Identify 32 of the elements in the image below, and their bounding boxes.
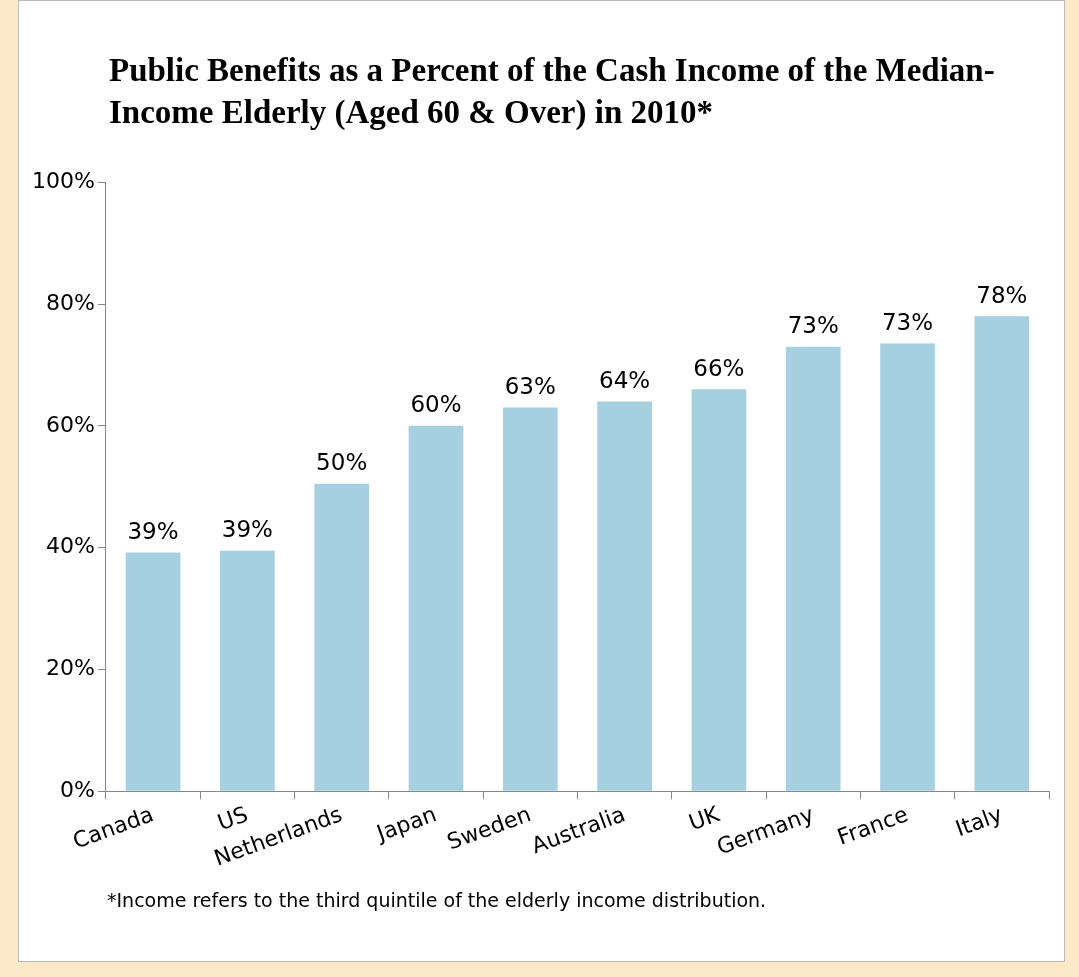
bar (220, 550, 275, 791)
text: *Income refers to the third quintile of the elderly income distribution. (107, 889, 767, 911)
x-tick-label: Japan (371, 801, 440, 847)
data-label: 39% (221, 516, 273, 543)
chart-title: Public Benefits as a Percent of the Cash Income of the Median-Income Elderly (Aged 60 & Over) in 2010* (109, 51, 996, 132)
bar (314, 483, 370, 791)
bar (974, 316, 1030, 791)
data-label: 66% (693, 354, 745, 381)
data-label: 63% (504, 373, 556, 400)
y-tick-label: 0% (59, 777, 95, 803)
y-tick-label: 40% (45, 533, 95, 559)
data-label: 60% (410, 391, 462, 418)
y-tick-label: 20% (45, 655, 95, 681)
data-label: 50% (316, 449, 368, 476)
y-tick-label: 60% (45, 411, 95, 437)
data-label: 73% (787, 312, 839, 339)
bar (502, 407, 558, 791)
bar (597, 401, 652, 791)
x-tick-label: Italy (952, 801, 1006, 842)
y-tick-label: 100% (31, 167, 95, 193)
x-tick-label: France (833, 801, 912, 850)
bar (880, 343, 935, 791)
bar (691, 389, 747, 791)
x-tick-label: Canada (69, 801, 157, 854)
y-tick-label: 80% (45, 289, 95, 315)
bar (408, 425, 464, 791)
data-label: 64% (599, 366, 651, 393)
data-label: 73% (881, 309, 934, 336)
data-label: 39% (127, 518, 179, 545)
bar (125, 552, 181, 791)
bar (785, 346, 841, 791)
data-label: 78% (976, 281, 1028, 308)
